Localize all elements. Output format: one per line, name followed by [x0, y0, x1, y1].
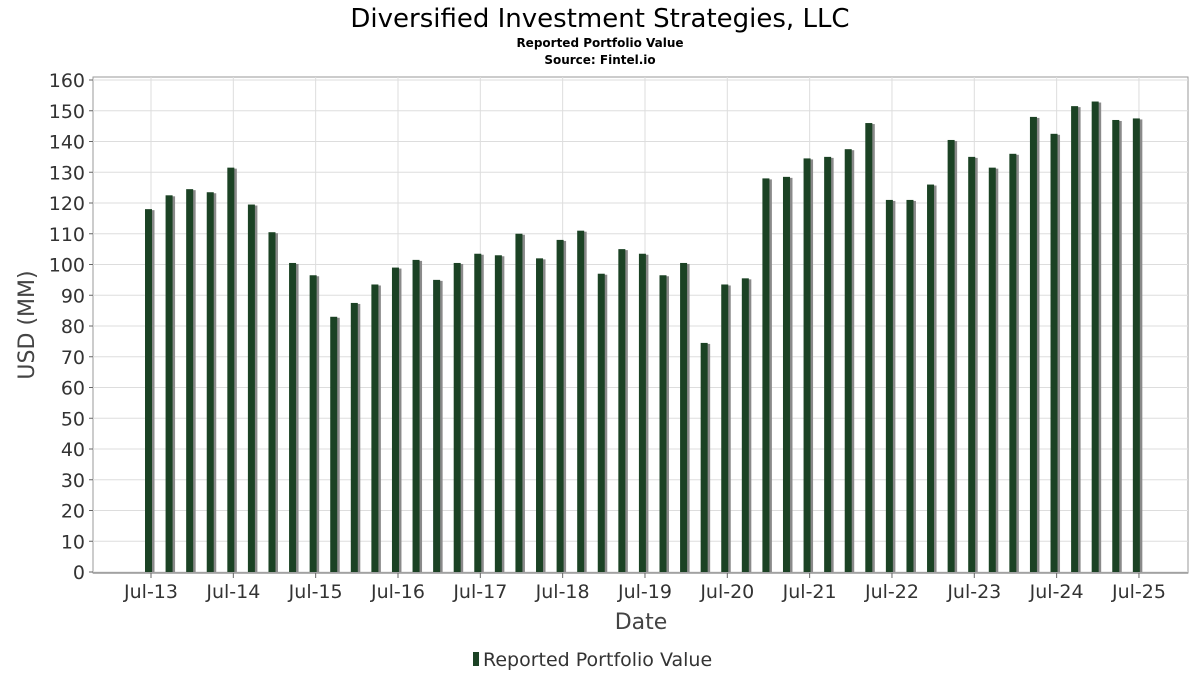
x-tick-label: Jul-24 — [1029, 581, 1084, 603]
x-tick-label: Jul-23 — [946, 581, 1001, 603]
y-axis: 0 10 20 30 40 50 60 70 80 90 100 110 120 130 140 150 160 — [49, 70, 93, 584]
y-tick-label: 50 — [61, 408, 85, 430]
x-tick-label: Jul-17 — [452, 581, 507, 603]
bar — [145, 209, 152, 572]
bar — [350, 302, 358, 572]
legend-swatch — [473, 652, 479, 666]
bar — [515, 233, 523, 572]
x-axis-label: Date — [615, 610, 668, 635]
bar — [186, 189, 194, 572]
y-tick-label: 150 — [49, 101, 85, 123]
bar — [536, 258, 544, 572]
bar — [721, 284, 729, 572]
y-tick-label: 120 — [49, 193, 85, 215]
bar — [927, 184, 935, 573]
bar — [433, 279, 441, 572]
y-tick-label: 100 — [49, 255, 85, 277]
x-tick-label: Jul-19 — [617, 581, 672, 603]
x-tick-label: Jul-14 — [205, 581, 260, 603]
bar — [494, 255, 502, 572]
y-tick-label: 90 — [61, 285, 85, 307]
y-tick-label: 70 — [61, 347, 85, 369]
bar — [227, 167, 235, 572]
bar — [865, 123, 873, 573]
x-tick-label: Jul-25 — [1111, 581, 1166, 603]
bar — [659, 275, 667, 572]
y-tick-label: 160 — [49, 70, 85, 92]
bar — [289, 262, 297, 572]
chart-subtitle: Reported Portfolio Value — [516, 36, 683, 50]
bar — [638, 253, 646, 573]
bar — [885, 199, 893, 573]
bar — [247, 204, 255, 572]
bar — [700, 342, 708, 572]
bar — [906, 199, 914, 573]
x-tick-label: Jul-16 — [370, 581, 425, 603]
bar — [988, 167, 996, 572]
bar — [453, 262, 461, 572]
bar — [844, 149, 852, 572]
bar — [1071, 106, 1079, 572]
bar — [968, 156, 976, 572]
x-tick-label: Jul-18 — [535, 581, 590, 603]
bar — [371, 284, 379, 572]
bar — [391, 267, 399, 572]
bar — [1009, 153, 1017, 573]
bar — [680, 262, 688, 572]
y-axis-label: USD (MM) — [15, 270, 40, 379]
x-tick-label: Jul-22 — [864, 581, 919, 603]
bar — [1132, 118, 1140, 572]
y-tick-label: 110 — [49, 224, 85, 246]
bar — [577, 230, 585, 573]
bar — [1050, 133, 1058, 572]
y-tick-label: 30 — [61, 470, 85, 492]
bars — [145, 101, 1143, 573]
bar — [474, 253, 482, 573]
bar — [947, 139, 955, 572]
bar — [556, 239, 564, 572]
bar — [206, 192, 214, 573]
y-tick-label: 10 — [61, 531, 85, 553]
y-tick-label: 140 — [49, 132, 85, 154]
legend: Reported Portfolio Value — [473, 649, 712, 671]
chart-title: Diversified Investment Strategies, LLC — [350, 4, 849, 34]
bar — [165, 195, 173, 572]
bar — [803, 158, 811, 572]
y-tick-label: 80 — [61, 316, 85, 338]
y-tick-label: 130 — [49, 162, 85, 184]
bar — [309, 275, 317, 572]
legend-label: Reported Portfolio Value — [483, 649, 712, 671]
bar — [1091, 101, 1099, 573]
y-tick-label: 20 — [61, 501, 85, 523]
bar — [597, 273, 605, 572]
chart-source: Source: Fintel.io — [544, 53, 655, 67]
bar — [1029, 116, 1037, 573]
bar — [618, 249, 626, 572]
bar — [782, 176, 790, 573]
bar — [330, 316, 338, 572]
bar — [412, 259, 420, 572]
x-tick-label: Jul-15 — [288, 581, 343, 603]
bar — [762, 178, 770, 572]
x-axis: Jul-13 Jul-14 Jul-15 Jul-16 Jul-17 Jul-18 Jul-… — [123, 573, 1166, 603]
y-tick-label: 0 — [73, 562, 85, 584]
bar — [268, 232, 276, 572]
y-tick-label: 60 — [61, 378, 85, 400]
x-tick-label: Jul-21 — [782, 581, 837, 603]
bar — [741, 278, 749, 572]
bar — [1112, 119, 1120, 572]
x-tick-label: Jul-20 — [699, 581, 754, 603]
bar — [824, 156, 832, 572]
y-tick-label: 40 — [61, 439, 85, 461]
x-tick-label: Jul-13 — [123, 581, 178, 603]
